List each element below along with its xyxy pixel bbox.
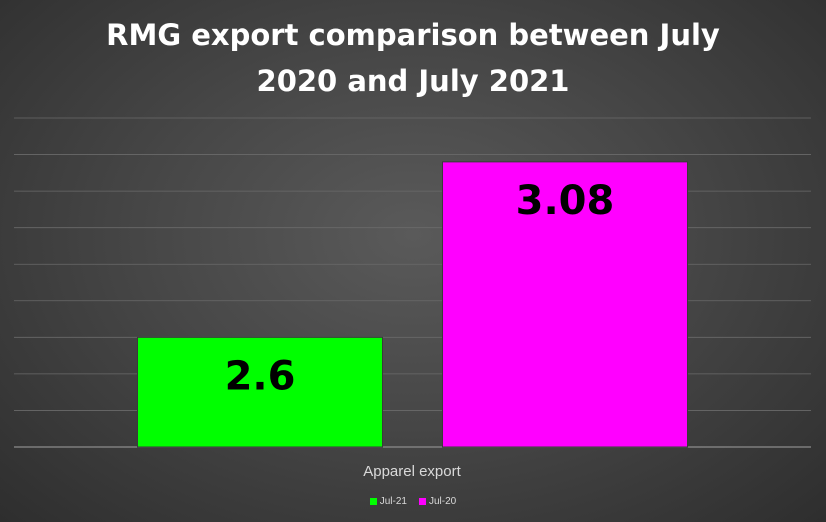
bar-jul-20 [442,161,688,448]
legend-item-jul-20: Jul-20 [419,496,456,507]
data-label-jul-21: 2.6 [225,353,296,399]
legend-swatch-jul-20 [419,498,426,505]
chart-title: RMG export comparison between July 2020 … [0,12,826,104]
bars [137,161,688,448]
chart-title-line-1: RMG export comparison between July [106,18,720,52]
data-label-jul-20: 3.08 [516,178,615,224]
legend-label-jul-21: Jul-21 [379,496,407,507]
legend-item-jul-21: Jul-21 [369,496,407,507]
gridlines [14,117,811,448]
bar-jul-21 [137,336,383,448]
chart-title-line-2: 2020 and July 2021 [256,64,570,98]
legend: Jul-21 Jul-20 [0,496,826,507]
legend-swatch-jul-21 [369,498,377,505]
category-label: Apparel export [363,463,461,480]
data-labels: 2.6 3.08 [225,178,615,399]
legend-label-jul-20: Jul-20 [429,496,457,507]
